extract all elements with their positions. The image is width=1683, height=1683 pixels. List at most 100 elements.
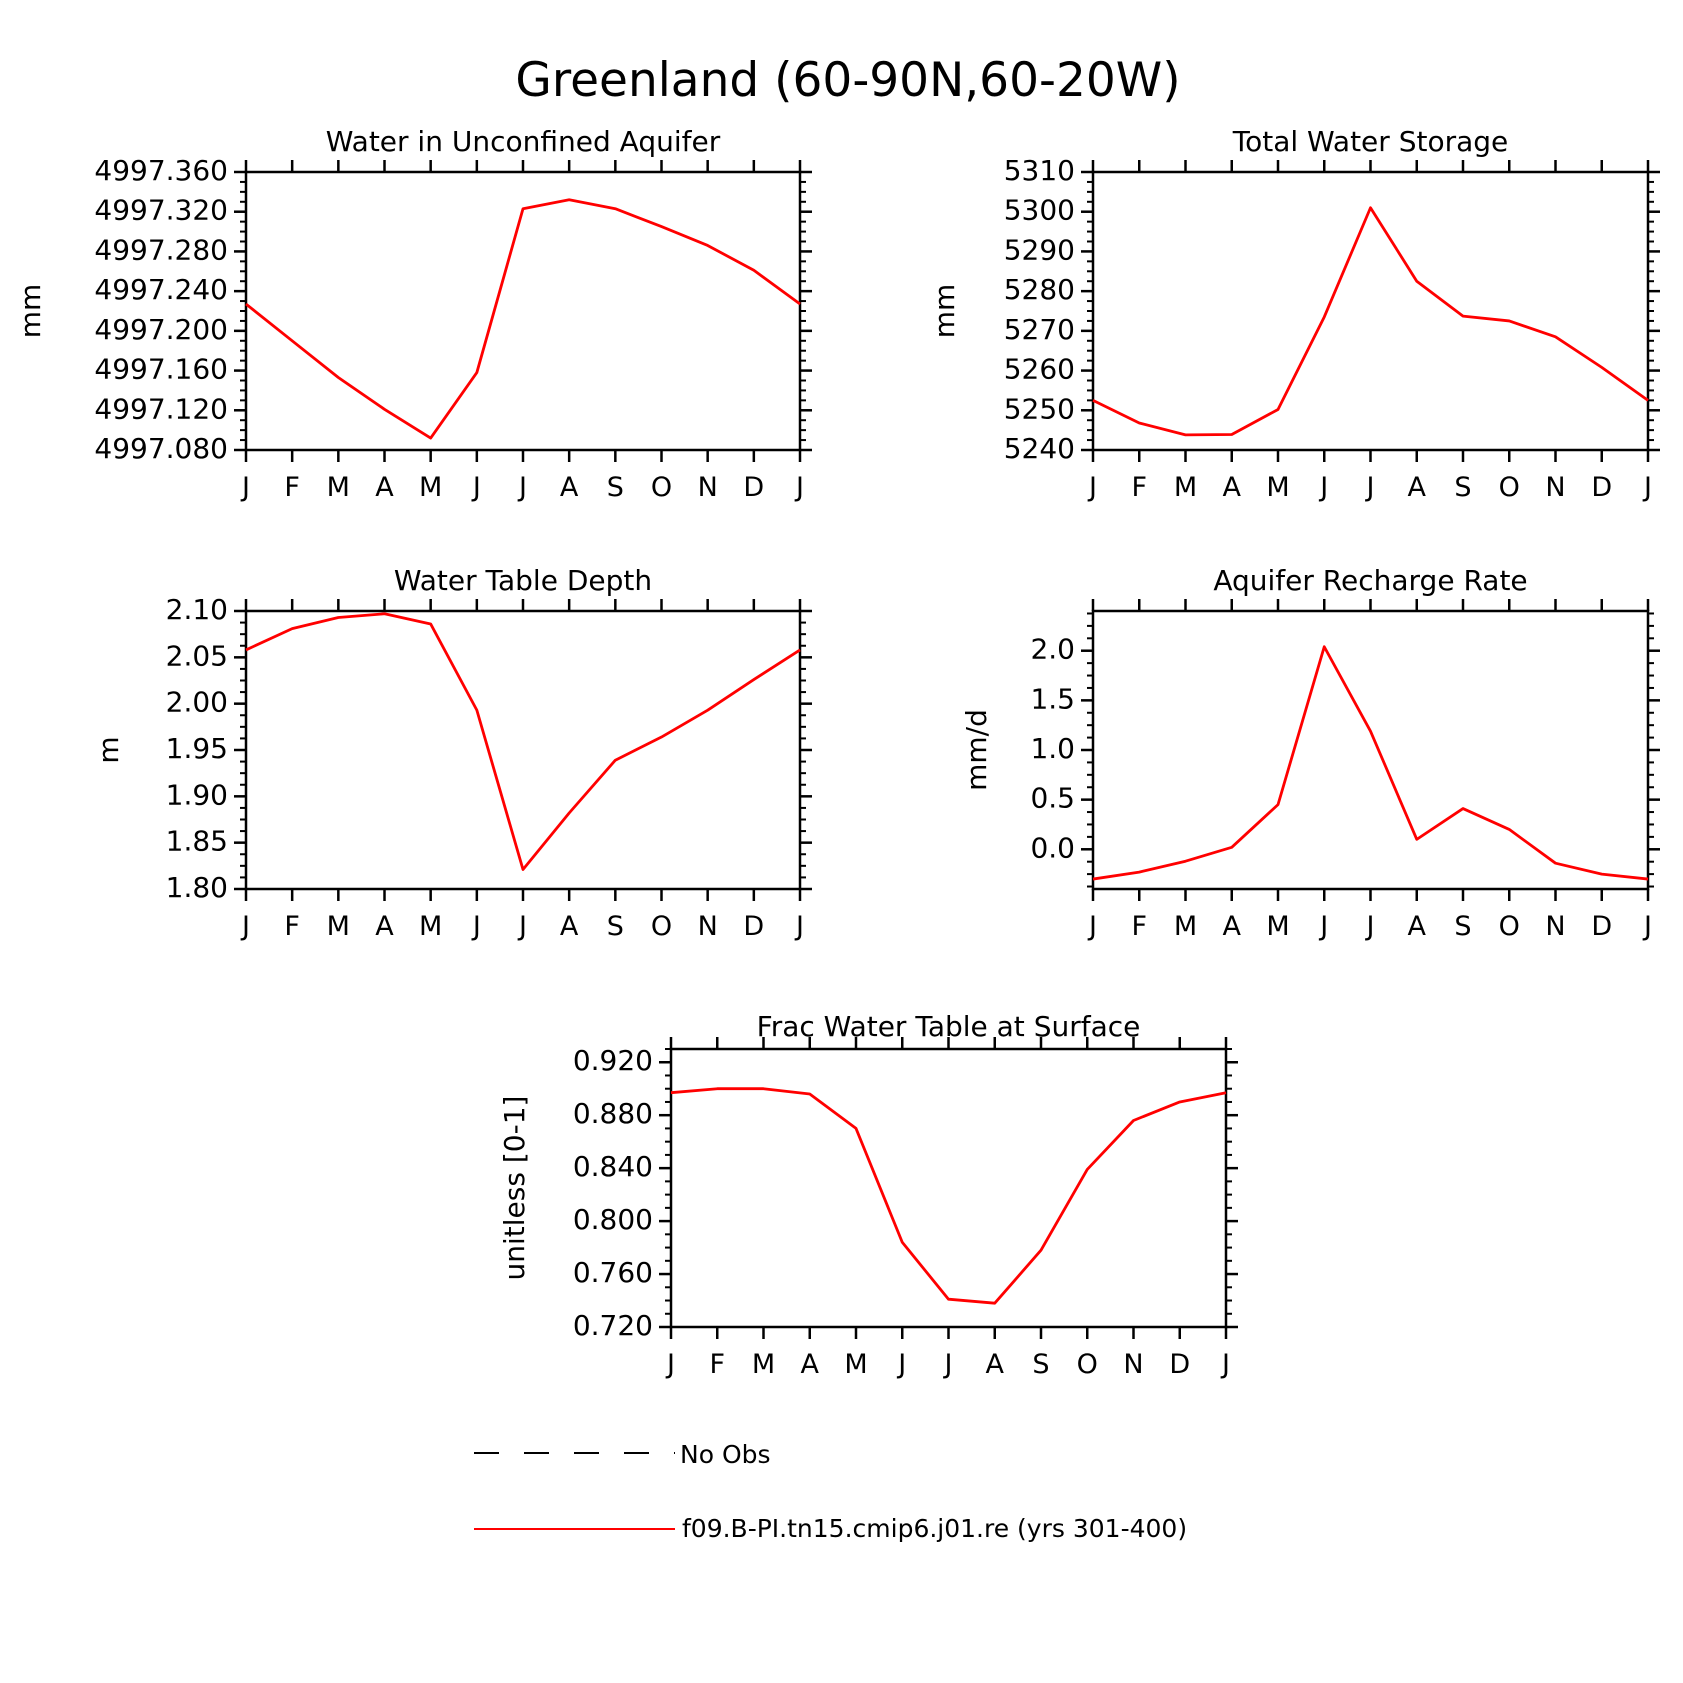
x-tick-label: M [752,1349,775,1380]
y-tick-label: 4997.280 [94,233,228,266]
x-tick-label: O [651,472,672,503]
y-axis-label: mm/d [960,709,993,791]
y-tick-label: 4997.200 [94,313,228,346]
x-tick-label: J [517,472,527,503]
y-tick-label: 0.5 [1030,782,1075,815]
x-tick-label: J [1087,472,1097,503]
x-tick-label: N [1545,472,1565,503]
y-tick-label: 4997.320 [94,194,228,227]
y-tick-label: 4997.080 [94,432,228,465]
x-tick-label: J [1365,911,1375,942]
panel-title: Water in Unconfined Aquifer [326,125,721,158]
x-tick-label: A [801,1349,820,1380]
y-tick-label: 1.80 [166,871,228,904]
x-tick-label: J [794,911,804,942]
x-tick-label: J [1318,911,1328,942]
series-line [245,198,801,440]
y-tick-label: 2.10 [166,593,228,626]
y-tick-label: 0.0 [1030,831,1075,864]
y-axis-label: mm [14,284,47,339]
x-tick-label: J [794,472,804,503]
y-axis-label: mm [928,284,961,339]
y-tick-label: 0.760 [573,1256,653,1289]
x-tick-label: N [698,472,718,503]
plot-frame [244,609,802,891]
x-tick-label: D [1591,911,1612,942]
y-tick-label: 1.85 [166,825,228,858]
y-tick-label: 1.95 [166,732,228,765]
x-tick-label: A [1408,911,1427,942]
x-tick-label: O [1499,472,1520,503]
x-tick-label: D [743,472,764,503]
y-tick-label: 2.0 [1030,633,1075,666]
x-tick-label: M [1266,911,1289,942]
x-tick-label: N [1545,911,1565,942]
plot-frame [669,1047,1228,1329]
x-tick-label: N [1123,1349,1143,1380]
panel-title: Aquifer Recharge Rate [1213,564,1527,597]
y-tick-label: 5300 [1004,194,1075,227]
x-tick-label: A [375,472,394,503]
x-tick-label: J [1087,911,1097,942]
x-tick-label: M [1266,472,1289,503]
x-tick-label: M [844,1349,867,1380]
x-tick-label: J [240,911,250,942]
y-axis-label: m [92,736,125,763]
x-tick-label: D [1169,1349,1190,1380]
y-tick-label: 2.00 [166,686,228,719]
x-tick-label: A [1223,911,1242,942]
y-tick-label: 0.840 [573,1150,653,1183]
legend: No Obs f09.B-PI.tn15.cmip6.j01.re (yrs 3… [474,1440,1187,1543]
y-tick-label: 5240 [1004,432,1075,465]
x-tick-label: M [1174,472,1197,503]
y-tick-label: 5290 [1004,233,1075,266]
x-tick-label: D [743,911,764,942]
x-tick-label: O [1499,911,1520,942]
y-tick-label: 1.5 [1030,682,1075,715]
x-tick-label: J [1318,472,1328,503]
y-tick-label: 0.920 [573,1044,653,1077]
y-tick-label: 2.05 [166,639,228,672]
x-tick-label: J [896,1349,906,1380]
x-tick-label: J [1642,911,1652,942]
y-tick-label: 4997.160 [94,353,228,386]
series-line [245,612,801,871]
y-tick-label: 5270 [1004,313,1075,346]
x-tick-label: J [1220,1349,1230,1380]
legend-model-run-label: f09.B-PI.tn15.cmip6.j01.re (yrs 301-400) [682,1514,1187,1543]
x-tick-label: J [471,472,481,503]
legend-entry-model-run: f09.B-PI.tn15.cmip6.j01.re (yrs 301-400) [474,1514,1187,1543]
x-tick-label: D [1591,472,1612,503]
x-tick-label: F [284,911,300,942]
x-tick-label: O [1077,1349,1098,1380]
x-tick-label: A [560,472,579,503]
panel-title: Water Table Depth [394,564,652,597]
x-tick-label: O [651,911,672,942]
y-tick-label: 1.90 [166,778,228,811]
x-tick-label: A [1408,472,1427,503]
x-tick-label: F [1131,472,1147,503]
x-tick-label: J [665,1349,675,1380]
panel-title: Total Water Storage [1232,125,1509,158]
figure-title: Greenland (60-90N,60-20W) [515,53,1180,108]
y-tick-label: 0.800 [573,1203,653,1236]
x-tick-label: A [1223,472,1242,503]
y-tick-label: 5310 [1004,154,1075,187]
y-tick-label: 4997.120 [94,392,228,425]
x-tick-label: S [1454,911,1471,942]
x-tick-label: M [1174,911,1197,942]
y-tick-label: 5250 [1004,392,1075,425]
y-tick-label: 4997.360 [94,154,228,187]
plot-frame [1091,170,1650,452]
x-tick-label: J [471,911,481,942]
x-tick-label: F [284,472,300,503]
x-tick-label: S [607,472,624,503]
legend-no-obs-label: No Obs [680,1440,771,1469]
y-axis-label: unitless [0-1] [498,1096,531,1281]
x-tick-label: J [517,911,527,942]
y-tick-label: 1.0 [1030,732,1075,765]
